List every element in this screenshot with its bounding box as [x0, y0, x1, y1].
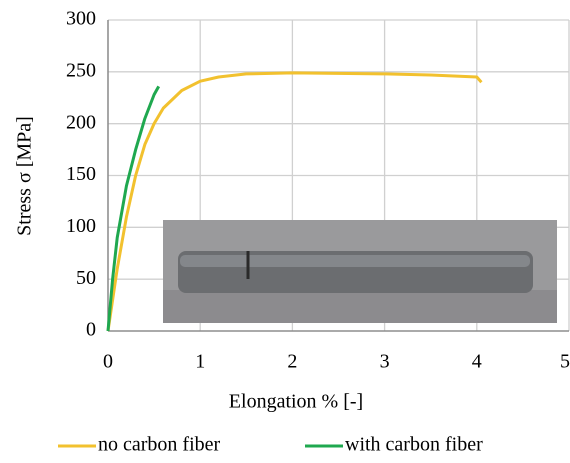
- legend-label: no carbon fiber: [98, 434, 221, 456]
- x-tick-label: 1: [195, 351, 205, 373]
- x-axis-title: Elongation % [-]: [229, 391, 363, 413]
- y-tick-label: 300: [66, 8, 96, 30]
- x-tick-label: 4: [472, 351, 482, 373]
- x-tick-label: 0: [103, 351, 113, 373]
- y-tick-label: 150: [66, 163, 96, 185]
- x-tick-label: 3: [380, 351, 390, 373]
- legend-label: with carbon fiber: [345, 434, 483, 456]
- y-tick-label: 0: [86, 319, 96, 341]
- y-axis-title: Stress σ [MPa]: [14, 116, 36, 236]
- photo-shade: [163, 290, 557, 323]
- y-tick-label: 50: [76, 267, 96, 289]
- photo-inset: [163, 220, 557, 323]
- y-tick-label: 200: [66, 111, 96, 133]
- line-series: [106, 85, 161, 332]
- y-tick-label: 250: [66, 59, 96, 81]
- x-tick-label: 5: [560, 351, 570, 373]
- y-tick-label: 100: [66, 215, 96, 237]
- line-series: [106, 71, 483, 332]
- rod-highlight: [180, 255, 530, 267]
- x-tick-label: 2: [287, 351, 297, 373]
